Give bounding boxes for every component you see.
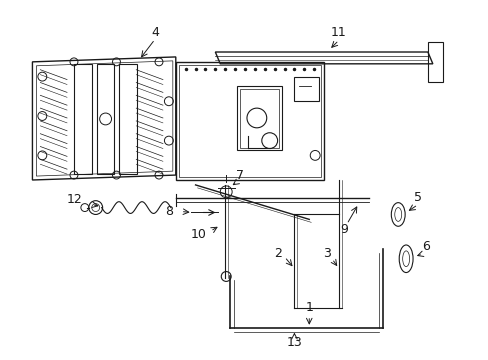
Bar xyxy=(119,64,137,174)
Text: 7: 7 xyxy=(236,168,244,181)
Text: 3: 3 xyxy=(323,247,330,260)
Text: 11: 11 xyxy=(330,26,346,39)
Text: 6: 6 xyxy=(421,240,429,253)
Text: 8: 8 xyxy=(164,205,173,218)
Bar xyxy=(237,86,281,150)
Text: 12: 12 xyxy=(67,193,82,206)
Bar xyxy=(240,89,278,148)
Text: 4: 4 xyxy=(151,26,159,39)
Text: 13: 13 xyxy=(286,336,302,349)
Text: 10: 10 xyxy=(190,228,206,240)
Text: 9: 9 xyxy=(339,223,347,236)
Text: 1: 1 xyxy=(305,301,312,315)
Bar xyxy=(74,64,92,174)
Bar xyxy=(97,64,114,174)
Text: 5: 5 xyxy=(413,191,421,204)
Text: 2: 2 xyxy=(273,247,281,260)
